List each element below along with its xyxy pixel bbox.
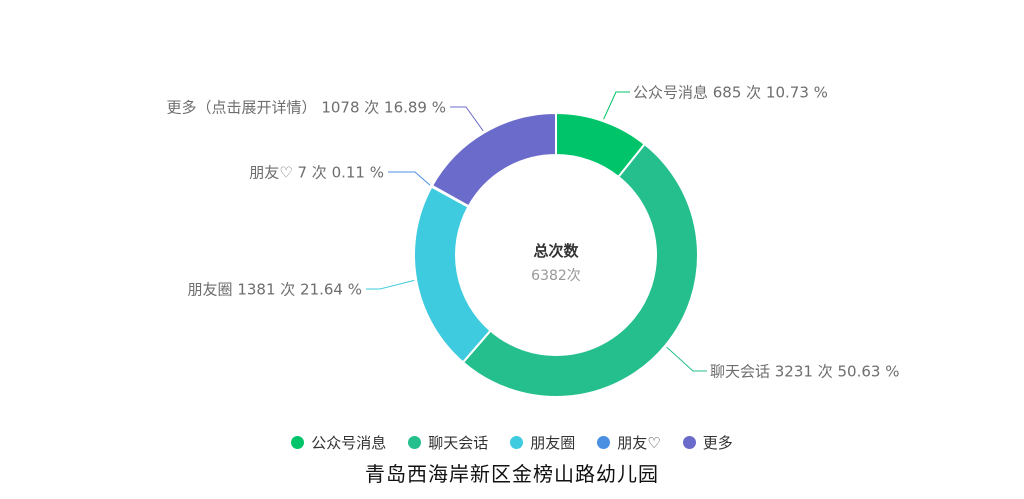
legend: 公众号消息 聊天会话 朋友圈 朋友♡ 更多	[0, 428, 1024, 456]
slice-labels: 公众号消息 685 次 10.73 % 聊天会话 3231 次 50.63 % 朋友…	[167, 84, 900, 381]
donut-slice[interactable]	[413, 185, 492, 364]
slice-label: 朋友♡ 7 次 0.11 %	[249, 164, 384, 182]
slice-label: 朋友圈 1381 次 21.64 %	[188, 281, 362, 299]
slice-label: 聊天会话 3231 次 50.63 %	[710, 363, 899, 381]
leader-line	[366, 279, 415, 290]
center-title: 总次数	[533, 242, 579, 260]
leader-line	[666, 346, 707, 372]
legend-label: 聊天会话	[428, 433, 489, 452]
legend-label: 朋友♡	[617, 433, 661, 452]
legend-dot-icon	[291, 435, 305, 449]
donut-slice[interactable]	[461, 142, 700, 398]
slice-label: 公众号消息 685 次 10.73 %	[633, 84, 828, 102]
label-leader-lines	[366, 91, 707, 372]
legend-item[interactable]: 朋友♡	[597, 432, 661, 453]
leader-line	[388, 171, 431, 186]
donut-chart: 公众号消息 685 次 10.73 % 聊天会话 3231 次 50.63 % 朋友…	[167, 84, 900, 398]
legend-label: 朋友圈	[530, 433, 576, 452]
leader-line	[603, 91, 630, 120]
legend-label: 公众号消息	[311, 433, 387, 452]
leader-line	[450, 106, 484, 132]
legend-dot-icon	[510, 435, 524, 449]
legend-item[interactable]: 朋友圈	[510, 432, 575, 453]
legend-item[interactable]: 更多	[682, 432, 733, 453]
legend-dot-icon	[682, 435, 696, 449]
legend-item[interactable]: 公众号消息	[291, 432, 386, 453]
center-value: 6382次	[531, 268, 581, 284]
legend-item[interactable]: 聊天会话	[408, 432, 488, 453]
page-caption: 青岛西海岸新区金榜山路幼儿园	[365, 462, 659, 486]
donut-slice[interactable]	[430, 111, 557, 208]
legend-dot-icon	[408, 435, 422, 449]
donut-slices	[413, 111, 700, 398]
legend-dot-icon	[597, 435, 611, 449]
legend-label: 更多	[702, 433, 733, 452]
slice-label: 更多（点击展开详情） 1078 次 16.89 %	[167, 99, 446, 117]
